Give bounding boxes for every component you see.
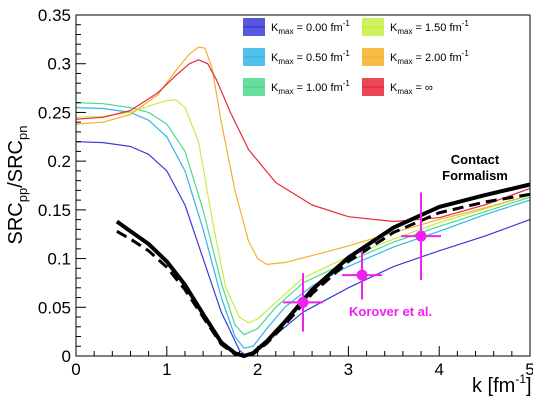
- legend-label-3: Kmax = 1.50 fm-1: [390, 19, 469, 36]
- legend-label-2: Kmax = 1.00 fm-1: [271, 79, 350, 96]
- korover-annotation: Korover et al.: [349, 304, 432, 319]
- data-point-2: [415, 230, 427, 242]
- series-line-1: [75, 107, 531, 349]
- legend-label-5: Kmax = ∞: [390, 82, 433, 96]
- series-line-3: [75, 99, 531, 324]
- x-tick-label: 5: [525, 360, 533, 379]
- contact-formalism-annotation-line1: Contact: [451, 152, 500, 167]
- y-tick-label: 0.3: [47, 55, 71, 74]
- plot-frame: [75, 14, 531, 357]
- x-tick-label: 2: [253, 360, 262, 379]
- legend-label-0: Kmax = 0.00 fm-1: [271, 19, 350, 36]
- y-tick-label: 0.15: [38, 201, 71, 220]
- data-points-layer: [283, 192, 442, 332]
- legend-label-4: Kmax = 2.00 fm-1: [390, 49, 469, 66]
- y-tick-label: 0: [62, 347, 71, 366]
- x-axis: 0 1 2 3 4 5: [71, 346, 533, 379]
- x-tick-label: 1: [162, 360, 171, 379]
- series-line-5: [75, 59, 531, 223]
- x-tick-label: 3: [344, 360, 353, 379]
- legend: Kmax = 0.00 fm-1 Kmax = 0.50 fm-1 Kmax = 1…: [243, 18, 469, 96]
- y-axis: 0 0.05 0.1 0.15 0.2 0.25 0.3 0.35: [38, 6, 86, 366]
- x-tick-label: 4: [434, 360, 443, 379]
- y-tick-label: 0.1: [47, 250, 71, 269]
- x-axis-label: k [fm-1]: [472, 372, 532, 397]
- y-axis-label: SRCpp/SRCpn: [5, 126, 30, 245]
- y-tick-label: 0.05: [38, 298, 71, 317]
- series-line-2: [75, 102, 531, 336]
- curves-layer: [75, 46, 531, 358]
- series-line-7: [116, 192, 531, 358]
- y-tick-label: 0.35: [38, 6, 71, 25]
- y-tick-label: 0.25: [38, 103, 71, 122]
- contact-formalism-annotation-line2: Formalism: [442, 168, 508, 183]
- y-tick-label: 0.2: [47, 152, 71, 171]
- legend-label-1: Kmax = 0.50 fm-1: [271, 49, 350, 66]
- data-point-1: [356, 269, 368, 281]
- x-tick-label: 0: [71, 360, 80, 379]
- data-point-0: [297, 296, 309, 308]
